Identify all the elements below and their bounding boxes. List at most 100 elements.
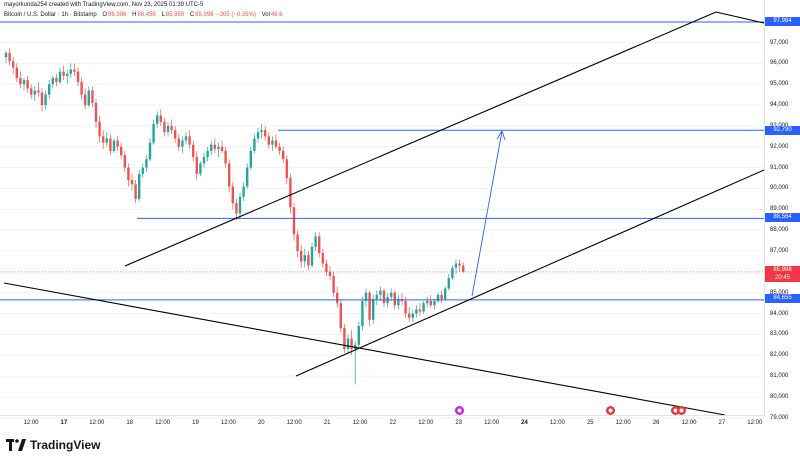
candle-body <box>318 236 321 254</box>
time-axis-label: 12:00 <box>23 420 39 426</box>
candle-body <box>274 140 278 147</box>
candle-body <box>15 67 18 78</box>
price-axis-label: 85,000 <box>770 289 789 296</box>
candle-body <box>451 267 454 279</box>
candle-body <box>217 146 220 149</box>
candle-body <box>408 313 411 318</box>
symbol-name[interactable]: Bitcoin / U.S. Dollar · 1h · Bitstamp <box>4 12 97 18</box>
low-label: L <box>161 12 165 18</box>
price-axis-label: 90,000 <box>770 185 789 192</box>
candle-body <box>228 163 231 187</box>
candle-body <box>231 186 234 204</box>
candle-body <box>109 138 112 151</box>
event-flag-icon[interactable] <box>455 406 464 415</box>
candle-body <box>289 178 292 208</box>
candle-body <box>249 150 252 168</box>
candle-body <box>66 73 69 76</box>
projection-arrow-head <box>496 129 506 141</box>
candle-body <box>458 263 461 266</box>
candle-body <box>379 290 382 295</box>
candle-body <box>4 52 8 58</box>
candle-body <box>375 294 378 299</box>
candle-body <box>328 271 332 277</box>
upper-channel-line <box>124 11 717 267</box>
time-axis-label: 25 <box>586 420 594 426</box>
candle-body <box>411 313 414 318</box>
candle-body <box>148 142 152 160</box>
candle-body <box>8 52 11 62</box>
price-axis-label: 80,000 <box>770 393 789 400</box>
open-label: O <box>102 12 108 18</box>
candle-body <box>292 207 296 235</box>
candle-body <box>51 77 54 85</box>
time-axis-label: 23 <box>455 420 463 426</box>
candle-body <box>156 115 159 124</box>
candle-body <box>253 138 256 151</box>
chart-drawings <box>0 11 765 416</box>
chart-credit: mayorkunda254 created with TradingView.c… <box>4 2 204 8</box>
candle-body <box>418 309 422 312</box>
candle-body <box>303 255 306 262</box>
candle-body <box>336 292 339 304</box>
current-price-tag: 85,998 20:45 <box>765 266 800 282</box>
candle-body <box>152 123 155 143</box>
bar-countdown: 20:45 <box>774 275 790 281</box>
candle-body <box>26 80 29 89</box>
candle-body <box>48 84 51 95</box>
candle-body <box>339 303 342 329</box>
tradingview-logo[interactable]: TradingView <box>6 438 100 452</box>
candle-body <box>102 136 105 143</box>
candle-body <box>447 278 450 289</box>
time-axis-label: 12:00 <box>155 420 171 426</box>
candle-body <box>98 121 101 137</box>
time-axis-label: 12:00 <box>484 420 500 426</box>
candle-body <box>80 82 83 95</box>
candle-body <box>440 294 443 299</box>
candle-body <box>12 61 15 68</box>
price-axis-label: 81,000 <box>770 373 789 380</box>
time-axis-label: 17 <box>60 420 68 426</box>
candle-body <box>246 167 249 187</box>
time-axis-label: 12:00 <box>220 420 236 426</box>
price-axis-label: 92,000 <box>770 143 789 150</box>
candle-body <box>462 265 465 272</box>
candle-body <box>177 138 180 147</box>
candle-body <box>163 121 166 133</box>
candle-body <box>296 234 299 252</box>
candle-body <box>37 90 40 93</box>
price-axis-label: 89,000 <box>770 206 789 213</box>
candle-body <box>285 159 288 179</box>
change-value: −305 (−0.35%) <box>216 12 256 18</box>
us-flag-icon[interactable] <box>677 406 686 415</box>
time-axis-label: 22 <box>389 420 397 426</box>
candle-body <box>332 276 335 293</box>
candle-body <box>382 290 386 304</box>
candle-body <box>76 71 80 83</box>
candle-body <box>30 88 33 95</box>
candle-body <box>87 90 90 106</box>
symbol-legend[interactable]: Bitcoin / U.S. Dollar · 1h · Bitstamp O 8… <box>4 12 283 18</box>
time-axis-label: 12:00 <box>747 420 763 426</box>
us-flag-icon[interactable] <box>671 406 680 415</box>
price-axis-label: 93,000 <box>770 123 788 129</box>
volume-label: Vol <box>261 12 270 18</box>
candle-body <box>159 115 162 122</box>
candle-body <box>130 180 134 185</box>
candle-body <box>433 301 436 306</box>
time-axis-label: 12:00 <box>681 420 697 426</box>
us-flag-icon[interactable] <box>606 406 615 415</box>
tradingview-logo-text: TradingView <box>30 438 101 452</box>
price-axis-label: 82,000 <box>770 352 789 359</box>
candle-body <box>436 294 440 302</box>
high-value: 86,456 <box>137 12 156 18</box>
candle-body <box>141 167 144 174</box>
candle-body <box>195 157 198 174</box>
time-axis-label: 12:00 <box>286 420 302 426</box>
candle-body <box>120 146 123 156</box>
candle-body <box>321 253 324 264</box>
candle-body <box>112 140 116 151</box>
candle-body <box>300 251 303 262</box>
candle-body <box>199 163 202 174</box>
candle-body <box>19 77 22 85</box>
